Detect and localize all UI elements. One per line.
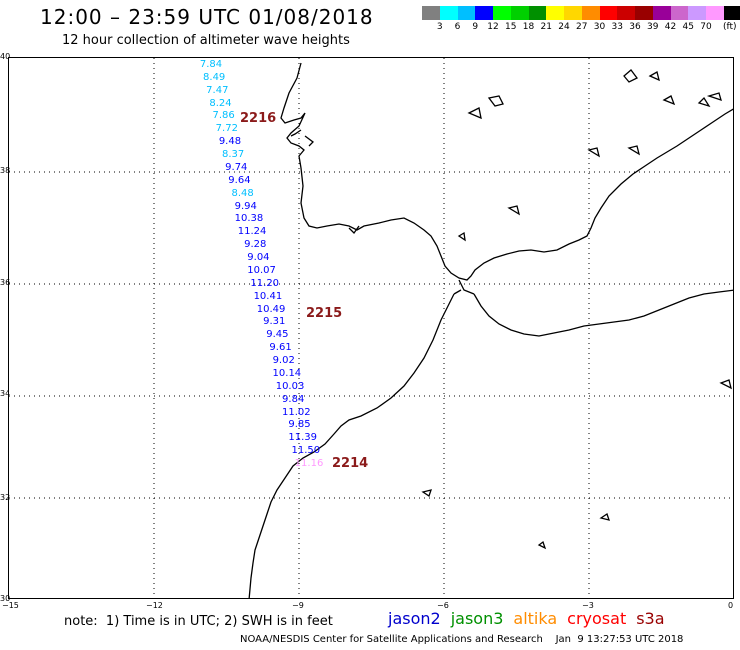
wave-height-value: 9.64 [228, 174, 251, 186]
wave-height-value: 9.84 [282, 393, 305, 405]
scale-label: 12 [487, 22, 499, 32]
wave-height-value: 10.14 [272, 367, 302, 379]
scale-label: 15 [505, 22, 517, 32]
satellite-name: cryosat [567, 609, 627, 628]
scale-label: 18 [522, 22, 535, 32]
wave-height-value: 11.50 [291, 445, 321, 457]
lat-tick-30: 30 [0, 594, 11, 603]
scale-swatch [493, 6, 511, 20]
map-subtitle: 12 hour collection of altimeter wave hei… [62, 33, 350, 48]
lat-tick-32: 32 [0, 493, 11, 502]
scale-swatch [635, 6, 653, 20]
wave-height-value: 11.39 [288, 432, 317, 444]
lon-tick-6: −6 [437, 601, 449, 610]
scale-swatch [617, 6, 635, 20]
satellite-name: jason2 [388, 609, 441, 628]
orbit-label-2214: 2214 [332, 456, 369, 471]
footnote: note: 1) Time is in UTC; 2) SWH is in fe… [64, 614, 333, 629]
orbit-label-2215: 2215 [306, 306, 343, 321]
satellite-name: jason3 [450, 609, 504, 628]
scale-label: 39 [647, 22, 659, 32]
scale-swatch [599, 6, 618, 20]
wave-height-value: 9.48 [218, 136, 242, 148]
scale-swatch [581, 6, 600, 20]
coastline-map [9, 58, 733, 598]
wave-height-value: 7.84 [199, 59, 223, 70]
wave-height-value: 8.24 [209, 97, 232, 109]
wave-height-value: 8.48 [231, 187, 254, 199]
wave-height-value: 10.49 [256, 303, 286, 315]
wave-height-value: 9.74 [225, 161, 248, 173]
lat-tick-40: 40 [0, 52, 11, 61]
satellite-name: s3a [636, 609, 665, 628]
satellite-legend: jason2 jason3 altika cryosat s3a [388, 609, 675, 628]
scale-label: 21 [540, 22, 552, 32]
wave-height-value: 10.07 [247, 264, 276, 276]
lat-tick-38: 38 [0, 166, 11, 175]
wave-height-value: 9.94 [234, 200, 257, 212]
wave-height-value: 8.37 [221, 149, 245, 161]
scale-label: (ft) [722, 22, 737, 32]
lon-tick-12: −12 [146, 601, 163, 610]
wave-height-value: 9.28 [244, 239, 267, 251]
wave-height-value: 9.45 [266, 329, 289, 341]
wave-height-value: 9.04 [247, 252, 270, 264]
wave-height-value: 9.85 [288, 419, 311, 431]
scale-swatch [652, 6, 671, 20]
scale-swatch [688, 6, 706, 20]
map-area [8, 57, 734, 599]
scale-label: 6 [454, 22, 461, 32]
scale-label: 36 [629, 22, 641, 32]
wave-height-scale-labels: 3 6 9 12 15 18 21 24 27 30 33 36 39 42 45 70 (ft) [422, 22, 740, 36]
wave-height-value: 10.41 [253, 290, 283, 302]
scale-label: 3 [436, 22, 443, 32]
wave-height-value: 10.38 [234, 213, 264, 225]
wave-height-value: 8.49 [203, 71, 226, 83]
scale-label: 27 [576, 22, 588, 32]
scale-swatch [457, 6, 476, 20]
wave-height-value: 11.24 [237, 226, 267, 238]
scale-label: 24 [558, 22, 570, 32]
wave-height-value: 9.31 [263, 316, 286, 328]
wave-height-value: 7.47 [206, 84, 229, 96]
lat-tick-34: 34 [0, 389, 11, 398]
wave-height-value: 11.20 [250, 277, 280, 289]
scale-swatch [670, 6, 689, 20]
wave-height-value: 11.16 [294, 458, 324, 469]
wave-height-value: 7.86 [212, 110, 235, 122]
coastline [248, 62, 733, 598]
lon-tick-9: −9 [292, 601, 304, 610]
scale-swatch [546, 6, 564, 20]
scale-swatch [528, 6, 547, 20]
credit-line: NOAA/NESDIS Center for Satellite Applica… [240, 634, 684, 645]
map-title: 12:00 – 23:59 UTC 01/08/2018 [40, 5, 374, 29]
satellite-name: altika [513, 609, 558, 628]
scale-swatch [422, 6, 440, 20]
scale-label: 33 [611, 22, 623, 32]
wave-height-value: 11.02 [282, 406, 311, 418]
lat-tick-36: 36 [0, 278, 11, 287]
wave-height-value: 9.61 [269, 342, 292, 354]
gridlines [9, 58, 733, 598]
lon-tick-0: 0 [728, 601, 734, 610]
lon-tick-15: −15 [2, 601, 19, 610]
scale-label: 45 [682, 22, 694, 32]
wave-height-value: 7.72 [215, 123, 238, 135]
wave-height-color-scale [422, 6, 740, 20]
scale-swatch [723, 6, 740, 20]
scale-swatch [510, 6, 529, 20]
orbit-label-2216: 2216 [240, 111, 277, 126]
lon-tick-3: −3 [582, 601, 594, 610]
scale-label: 9 [472, 22, 479, 32]
wave-height-value: 9.02 [272, 355, 295, 367]
scale-swatch [475, 6, 493, 20]
wave-height-value: 10.03 [275, 380, 305, 392]
scale-label: 70 [700, 22, 712, 32]
scale-label: 30 [593, 22, 606, 32]
scale-swatch [564, 6, 582, 20]
scale-label: 42 [664, 22, 677, 32]
scale-swatch [439, 6, 458, 20]
scale-swatch [706, 6, 724, 20]
